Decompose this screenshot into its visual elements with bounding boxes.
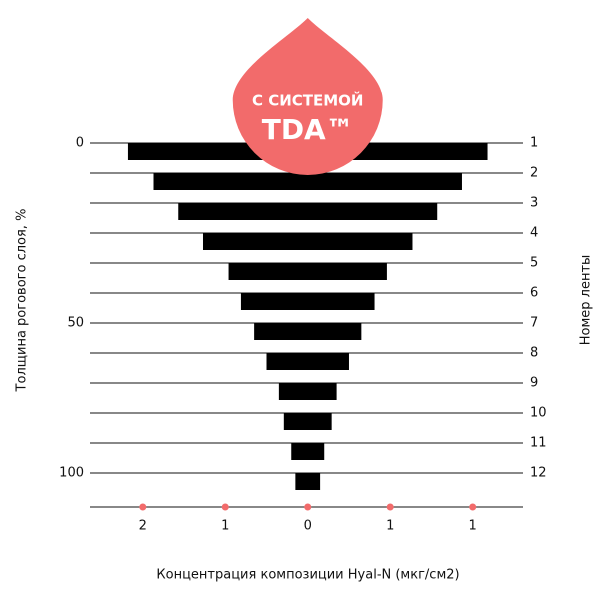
row-label: 2: [530, 166, 538, 181]
bar: [295, 473, 321, 490]
x-tick-label: 1: [386, 519, 394, 534]
y-tick-label: 0: [76, 136, 84, 151]
x-tick-label: 1: [221, 519, 229, 534]
row-label: 6: [530, 286, 538, 301]
x-tick-label: 1: [469, 519, 477, 534]
bar: [240, 293, 375, 310]
row-label: 5: [530, 256, 538, 271]
bar: [153, 173, 462, 190]
y-axis-title: Толщина рогового слоя, %: [15, 209, 30, 393]
row-label: 3: [530, 196, 538, 211]
row-label: 8: [530, 346, 538, 361]
bar: [278, 383, 337, 400]
y-tick-label: 50: [67, 316, 84, 331]
x-tick-label: 0: [304, 519, 312, 534]
x-tick-dot: [386, 503, 394, 511]
bar: [254, 323, 362, 340]
bar: [266, 353, 349, 370]
bar: [291, 443, 325, 460]
row-label: 9: [530, 376, 538, 391]
bar: [228, 263, 387, 280]
bar: [283, 413, 332, 430]
x-axis-title: Концентрация композиции Hyal-N (мкг/см2): [156, 568, 459, 583]
bar: [202, 233, 413, 250]
row-label: 4: [530, 226, 538, 241]
row-label: 7: [530, 316, 538, 331]
row-label: 11: [530, 436, 547, 451]
badge-shape: [232, 18, 383, 176]
x-tick-dot: [304, 503, 312, 511]
x-tick-label: 2: [139, 519, 147, 534]
row-label: 1: [530, 136, 538, 151]
row-label: 12: [530, 466, 547, 481]
bar: [178, 203, 438, 220]
x-tick-dot: [221, 503, 229, 511]
x-tick-dot: [139, 503, 147, 511]
badge-line2: TDA™: [262, 113, 354, 146]
x-tick-dot: [469, 503, 477, 511]
y-tick-label: 100: [59, 466, 84, 481]
y2-axis-title: Номер ленты: [579, 255, 594, 346]
badge-line1: С СИСТЕМОЙ: [252, 91, 364, 110]
row-label: 10: [530, 406, 547, 421]
